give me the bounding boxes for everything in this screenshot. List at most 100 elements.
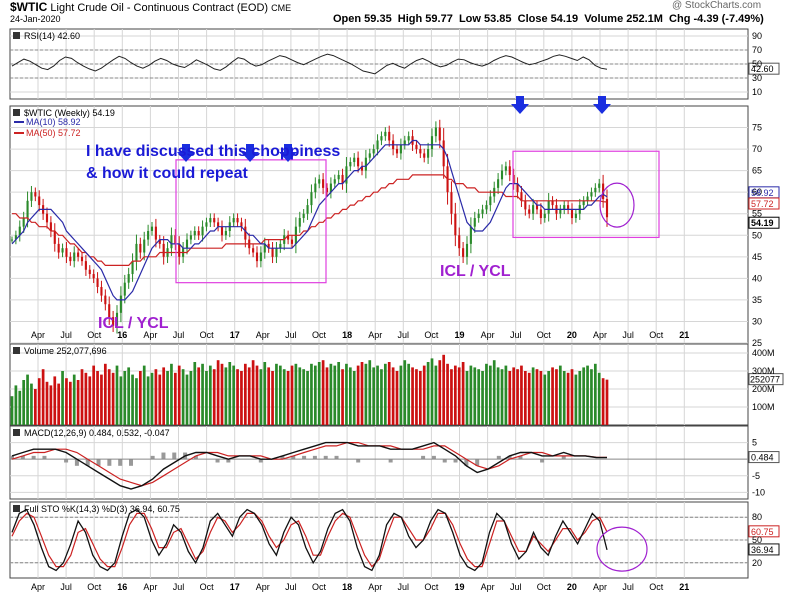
price-candle-body (322, 179, 325, 188)
macd-histogram-bar (161, 452, 166, 460)
price-x-tick-label: 19 (454, 330, 464, 340)
price-panel-icon (13, 109, 20, 116)
volume-bar (57, 383, 61, 425)
rsi-y-tick-label: 90 (752, 31, 762, 41)
price-candle-body (197, 230, 200, 236)
macd-histogram-bar (226, 459, 231, 463)
volume-panel-title: Volume 252,077,696 (24, 346, 107, 356)
price-candle-body (462, 248, 465, 257)
price-candle-body (189, 235, 192, 240)
legend-ma50: MA(50) 57.72 (26, 128, 81, 138)
volume-bar (352, 371, 356, 425)
price-candle-body (353, 157, 356, 163)
price-candle-body (275, 248, 278, 257)
price-candle-body (112, 317, 115, 326)
price-candle-body (403, 140, 406, 145)
volume-bar (146, 376, 150, 425)
exchange: CME (271, 3, 292, 13)
price-y-tick-label: 40 (752, 273, 762, 283)
bottom-x-tick-label: Oct (537, 582, 552, 592)
volume-bar (321, 360, 325, 425)
price-candle-body (96, 278, 99, 287)
volume-bar (131, 374, 134, 425)
volume-bar (76, 380, 80, 425)
volume-bar (395, 371, 399, 425)
volume-bar (356, 365, 360, 425)
price-candle-body (341, 174, 344, 184)
volume-bar (446, 363, 449, 425)
volume-bar (391, 367, 395, 425)
volume-bar (286, 371, 290, 425)
volume-bar (450, 369, 453, 425)
price-candle-body (201, 226, 204, 236)
volume-bar (368, 360, 372, 425)
volume-bar (72, 374, 76, 425)
blue-down-arrow (177, 144, 195, 162)
volume-bar (173, 372, 177, 425)
price-candle-body (423, 153, 426, 158)
price-candle-body (574, 213, 577, 219)
price-candle-body (500, 170, 504, 180)
annotation-icl-ycl-2019: ICL / YCL (440, 263, 511, 280)
price-y-tick-label: 60 (752, 187, 762, 197)
volume-y-tick-label: 300M (752, 366, 775, 376)
macd-histogram-bar (540, 459, 545, 463)
volume-bar (107, 369, 111, 425)
price-x-tick-label: Oct (424, 330, 439, 340)
price-x-tick-label: Oct (87, 330, 102, 340)
bottom-x-tick-label: Oct (200, 582, 215, 592)
price-candle-body (520, 192, 523, 201)
volume-bar (197, 367, 201, 425)
price-candle-body (22, 218, 25, 227)
price-candle-body (104, 295, 107, 305)
macd-panel-title: MACD(12,26,9) 0.484, 0.532, -0.047 (24, 428, 170, 438)
price-x-tick-label: Oct (649, 330, 664, 340)
stochastic-panel-icon (13, 505, 20, 512)
volume-bar (84, 372, 88, 425)
price-candle-body (438, 127, 441, 141)
price-candle-body (263, 243, 266, 253)
price-y-tick-label: 45 (752, 252, 762, 262)
stochastic-y-tick-label: 80 (752, 512, 762, 522)
price-candle-body (395, 149, 399, 154)
volume-bar (574, 374, 578, 425)
price-candle-body (450, 192, 453, 214)
volume-bar (313, 365, 317, 425)
bottom-x-tick-label: Jul (398, 582, 410, 592)
price-candle-body (185, 239, 189, 249)
price-candle-body (224, 230, 227, 236)
price-candle-body (376, 140, 379, 150)
bottom-x-tick-label: 16 (117, 582, 127, 592)
price-candle-body (388, 131, 391, 141)
price-candle-body (430, 136, 434, 150)
stochastic-panel-title: Full STO %K(14,3) %D(3) 36.94, 60.75 (24, 504, 180, 514)
macd-histogram-bar (475, 459, 480, 466)
price-candle-body (252, 248, 255, 253)
volume-bar (566, 372, 570, 425)
price-candle-body (434, 127, 437, 137)
rsi-panel-icon (13, 32, 20, 39)
price-candle-body (209, 218, 212, 223)
macd-histogram-bar (85, 459, 90, 466)
volume-bar (520, 365, 523, 425)
price-x-tick-label: Apr (256, 330, 270, 340)
price-candle-body (255, 252, 259, 262)
price-x-tick-label: Jul (510, 330, 522, 340)
bottom-x-tick-label: 17 (230, 582, 240, 592)
price-candle-body (10, 239, 14, 241)
volume-bar (496, 367, 500, 425)
price-candle-body (92, 274, 95, 279)
price-candle-body (559, 209, 562, 214)
volume-bar (399, 365, 403, 425)
price-candle-body (123, 282, 126, 296)
volume-bar (306, 371, 309, 425)
volume-bar (539, 371, 543, 425)
volume-bar (201, 363, 204, 425)
price-candle-body (357, 157, 360, 167)
volume-bar (14, 385, 18, 425)
volume-bar (360, 362, 364, 425)
volume-value-tag-box (748, 373, 784, 386)
volume-bar (535, 369, 539, 425)
price-candle-body (236, 218, 239, 223)
